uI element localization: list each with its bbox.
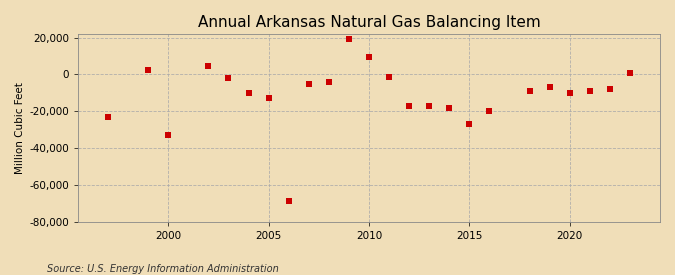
Y-axis label: Million Cubic Feet: Million Cubic Feet <box>15 82 25 174</box>
Title: Annual Arkansas Natural Gas Balancing Item: Annual Arkansas Natural Gas Balancing It… <box>198 15 541 30</box>
Point <box>223 76 234 80</box>
Point <box>303 81 314 86</box>
Point <box>444 105 455 110</box>
Point <box>524 89 535 93</box>
Point <box>284 199 294 204</box>
Point <box>103 115 113 119</box>
Point <box>604 87 615 91</box>
Point <box>404 104 414 108</box>
Point <box>464 122 475 126</box>
Text: Source: U.S. Energy Information Administration: Source: U.S. Energy Information Administ… <box>47 264 279 274</box>
Point <box>263 96 274 101</box>
Point <box>624 70 635 75</box>
Point <box>163 133 173 138</box>
Point <box>424 104 435 108</box>
Point <box>344 37 354 42</box>
Point <box>203 64 214 68</box>
Point <box>544 85 555 90</box>
Point <box>243 91 254 95</box>
Point <box>323 79 334 84</box>
Point <box>564 91 575 95</box>
Point <box>143 68 154 72</box>
Point <box>383 75 394 79</box>
Point <box>364 55 375 59</box>
Point <box>484 109 495 114</box>
Point <box>585 89 595 93</box>
